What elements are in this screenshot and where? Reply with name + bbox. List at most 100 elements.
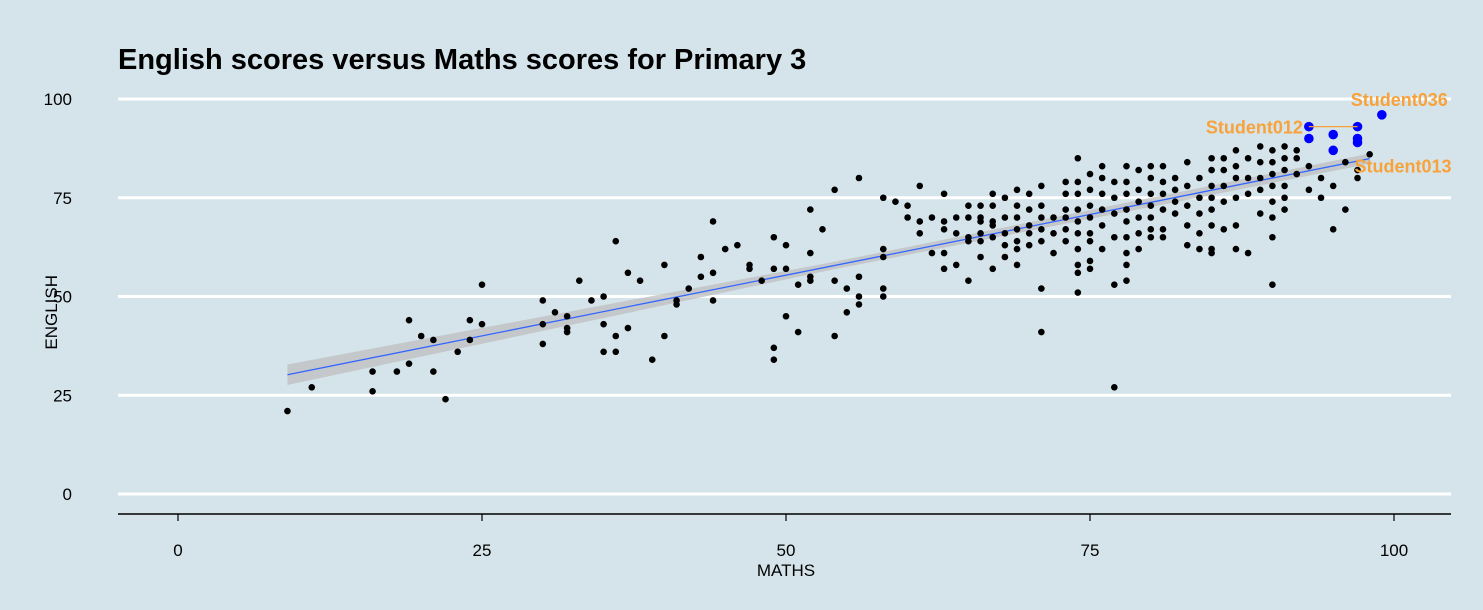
data-point — [770, 265, 778, 273]
data-point — [1038, 328, 1045, 336]
data-point — [1111, 281, 1118, 288]
data-point — [1001, 241, 1009, 249]
data-point — [1025, 241, 1033, 249]
data-point — [1317, 174, 1325, 182]
data-point — [1147, 190, 1155, 198]
data-point — [1281, 143, 1288, 150]
data-point — [1269, 281, 1276, 288]
annotation-label: Student012 — [1206, 118, 1303, 138]
data-point — [940, 249, 948, 257]
data-point — [284, 407, 291, 415]
data-point — [636, 277, 644, 285]
data-point — [1196, 210, 1203, 217]
data-point — [916, 218, 924, 225]
y-tick-label: 0 — [63, 485, 72, 504]
data-point — [770, 356, 778, 364]
data-point — [1269, 198, 1276, 205]
data-point — [1013, 261, 1021, 269]
data-point — [977, 253, 984, 261]
data-point — [1086, 170, 1094, 178]
data-point — [1135, 214, 1142, 221]
data-point — [1281, 194, 1288, 202]
highlighted-points — [1304, 110, 1387, 156]
data-point — [1220, 198, 1228, 205]
data-point — [770, 344, 778, 352]
data-point — [1062, 190, 1069, 198]
data-point — [697, 273, 705, 281]
data-point — [600, 348, 607, 356]
data-point — [879, 194, 887, 202]
data-point — [928, 214, 936, 221]
data-point — [770, 233, 778, 241]
data-point — [1086, 237, 1094, 245]
data-point — [1062, 178, 1069, 186]
data-point — [879, 293, 887, 300]
data-point — [1220, 226, 1228, 233]
data-point — [612, 237, 620, 245]
data-point — [782, 312, 790, 320]
data-point — [952, 261, 960, 269]
data-point — [794, 281, 802, 288]
data-point — [782, 241, 790, 249]
data-point — [940, 218, 948, 225]
data-point — [989, 190, 997, 198]
data-point — [1001, 230, 1009, 237]
x-tick-label: 50 — [777, 541, 796, 560]
data-point — [1147, 214, 1155, 221]
data-point — [782, 265, 790, 273]
data-point — [1183, 182, 1191, 190]
data-point — [1098, 245, 1106, 253]
y-tick-label: 25 — [53, 386, 72, 405]
data-point — [1098, 162, 1106, 170]
annotation-label: Student036 — [1351, 90, 1448, 110]
data-point — [1293, 170, 1301, 178]
data-point — [575, 277, 583, 285]
data-point — [1123, 277, 1130, 285]
chart-title: English scores versus Maths scores for P… — [118, 44, 807, 76]
data-point — [1147, 202, 1155, 209]
data-point — [1086, 202, 1094, 209]
data-point — [831, 277, 838, 285]
data-point — [1208, 154, 1215, 162]
data-point — [1196, 174, 1203, 182]
data-point — [478, 320, 486, 328]
data-point — [879, 245, 887, 253]
data-point — [1305, 186, 1313, 194]
data-point — [369, 388, 376, 395]
data-point — [1135, 186, 1142, 194]
data-point — [965, 277, 972, 285]
data-point — [977, 202, 984, 209]
data-point — [940, 190, 948, 198]
data-point — [1074, 206, 1082, 213]
data-point — [1062, 214, 1069, 221]
data-point — [721, 245, 729, 253]
data-point — [1001, 214, 1009, 221]
data-point — [1183, 202, 1191, 209]
data-point — [965, 202, 972, 209]
annotation-label: Student013 — [1354, 156, 1451, 176]
data-point — [1208, 194, 1215, 202]
data-point — [1098, 190, 1106, 198]
data-point — [1196, 245, 1203, 253]
data-point — [734, 241, 741, 249]
data-point — [1062, 206, 1069, 213]
data-point — [977, 218, 984, 225]
data-point — [879, 285, 887, 292]
data-point — [1038, 214, 1045, 221]
data-point — [1281, 166, 1288, 174]
axes: 0 25 50 75 100 0 25 50 75 100 MATHS ENGLISH — [42, 90, 1451, 580]
data-point — [989, 202, 997, 209]
data-point — [1244, 154, 1252, 162]
data-point — [393, 368, 401, 375]
data-point — [1244, 249, 1252, 257]
data-point — [807, 249, 814, 257]
data-point — [1329, 182, 1337, 190]
data-point — [1171, 198, 1179, 205]
data-point — [1220, 154, 1228, 162]
data-point — [673, 301, 680, 308]
data-point — [1038, 226, 1045, 233]
data-point — [1062, 226, 1069, 233]
data-point — [1354, 174, 1361, 182]
data-point — [965, 237, 972, 245]
data-point — [1074, 245, 1082, 253]
